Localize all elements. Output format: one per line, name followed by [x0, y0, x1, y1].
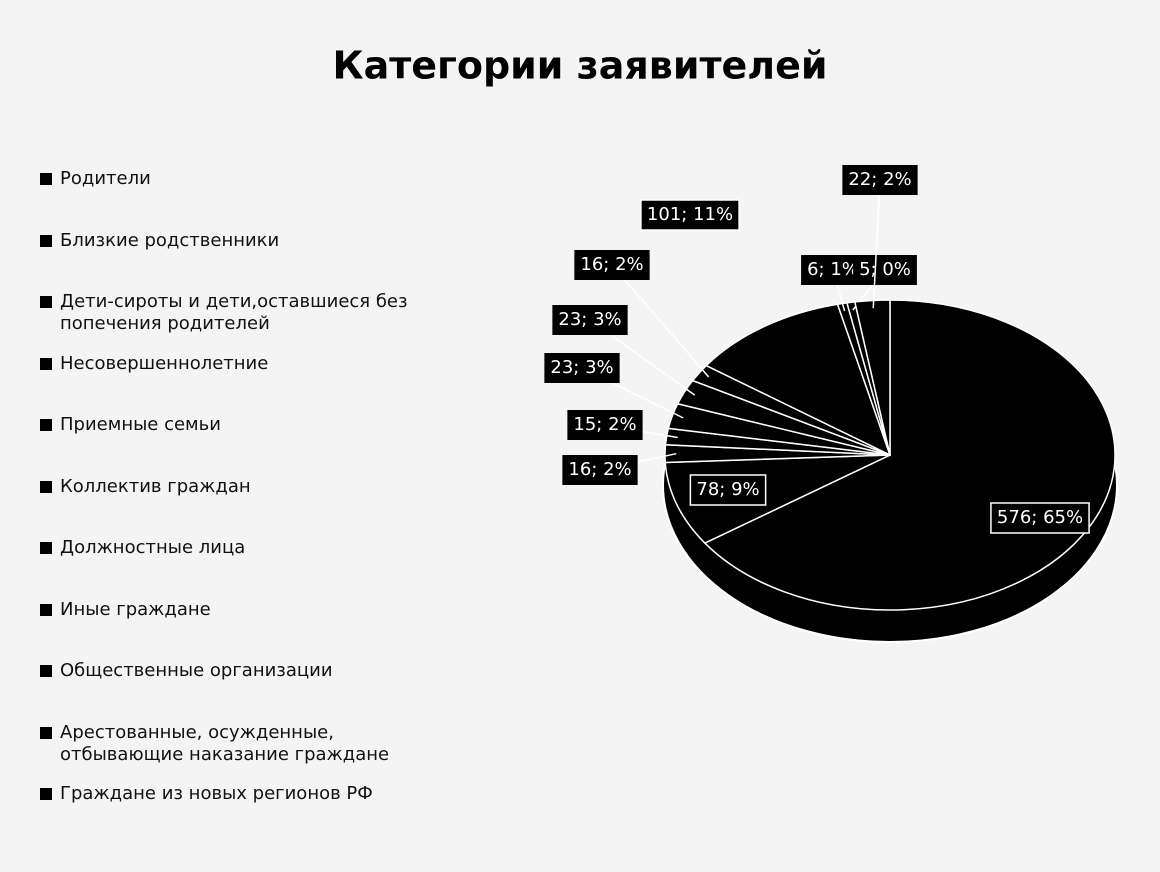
legend-label: Близкие родственники: [60, 229, 280, 251]
legend-item: Иные граждане: [40, 599, 450, 621]
data-label-box: [562, 455, 638, 485]
data-label-box: [574, 250, 650, 280]
legend-label: Общественные организации: [60, 660, 333, 681]
legend-label: Несовершеннолетние: [60, 352, 269, 374]
data-label-text: 576; 65%: [997, 507, 1083, 528]
legend-label: Должностные лица: [60, 537, 246, 558]
data-label: 16; 2%: [562, 455, 638, 485]
data-label-box: [544, 353, 620, 383]
data-label: 16; 2%: [574, 250, 650, 280]
leader-line: [611, 264, 710, 378]
legend-label: Иные граждане: [60, 598, 211, 620]
data-label-text: 22; 2%: [848, 169, 911, 190]
legend-swatch: [40, 542, 52, 554]
legend-swatch: [40, 788, 52, 800]
legend-item: Дети-сироты и дети,оставшиеся без попече…: [40, 291, 450, 335]
data-label-text: 23; 3%: [558, 309, 621, 330]
data-label: 101; 11%: [640, 199, 740, 231]
legend-item: Арестованные, осужденные, отбывающие нак…: [40, 722, 450, 766]
data-label-text: 6; 1%: [807, 259, 859, 280]
legend-swatch: [40, 357, 52, 370]
data-label: 5; 0%: [853, 255, 917, 285]
data-label-box: [567, 410, 643, 440]
legend-item: Родители: [40, 168, 450, 190]
legend-label: Арестованные, осужденные, отбывающие нак…: [60, 721, 390, 765]
legend-swatch: [40, 296, 52, 308]
data-label-text: 15; 2%: [573, 414, 636, 435]
legend-item: Общественные организации: [40, 660, 450, 682]
legend-label: Родители: [60, 168, 151, 189]
legend-item: Приемные семьи: [40, 414, 450, 436]
data-label-box: [689, 474, 767, 506]
data-label-text: 16; 2%: [568, 459, 631, 480]
legend-item: Несовершеннолетние: [40, 353, 450, 375]
legend-label: Дети-сироты и дети,оставшиеся без попече…: [60, 291, 408, 334]
leader-line: [872, 179, 881, 309]
legend-swatch: [40, 419, 52, 431]
legend-swatch: [40, 726, 52, 739]
data-label-box: [842, 165, 918, 195]
data-label-box: [640, 199, 740, 231]
pie-slice: [704, 303, 892, 457]
legend-item: Коллектив граждан: [40, 476, 450, 498]
data-label: 576; 65%: [990, 502, 1090, 534]
data-label-box: [990, 502, 1090, 534]
data-label-text: 16; 2%: [580, 254, 643, 275]
data-label: 15; 2%: [567, 410, 643, 440]
data-label-text: 78; 9%: [696, 479, 759, 500]
data-label: 23; 3%: [552, 305, 628, 335]
data-label-text: 101; 11%: [647, 204, 733, 225]
data-label: 78; 9%: [689, 474, 767, 506]
data-label-text: 5; 0%: [859, 259, 911, 280]
data-label: 23; 3%: [544, 353, 620, 383]
legend-item: Близкие родственники: [40, 230, 450, 252]
legend-swatch: [40, 603, 52, 616]
data-label: 22; 2%: [842, 165, 918, 195]
legend-swatch: [40, 665, 52, 677]
legend-label: Граждане из новых регионов РФ: [60, 783, 373, 804]
legend-item: Граждане из новых регионов РФ: [40, 783, 450, 805]
data-label-box: [853, 255, 917, 285]
data-label-text: 23; 3%: [550, 357, 613, 378]
legend-label: Приемные семьи: [60, 414, 221, 435]
pie-slice: [853, 299, 891, 456]
chart-title: Категории заявителей: [333, 44, 828, 88]
data-label-box: [552, 305, 628, 335]
legend-label: Коллектив граждан: [60, 475, 251, 497]
legend-swatch: [40, 234, 52, 247]
legend-swatch: [40, 173, 52, 185]
legend-swatch: [40, 480, 52, 493]
legend-item: Должностные лица: [40, 537, 450, 559]
